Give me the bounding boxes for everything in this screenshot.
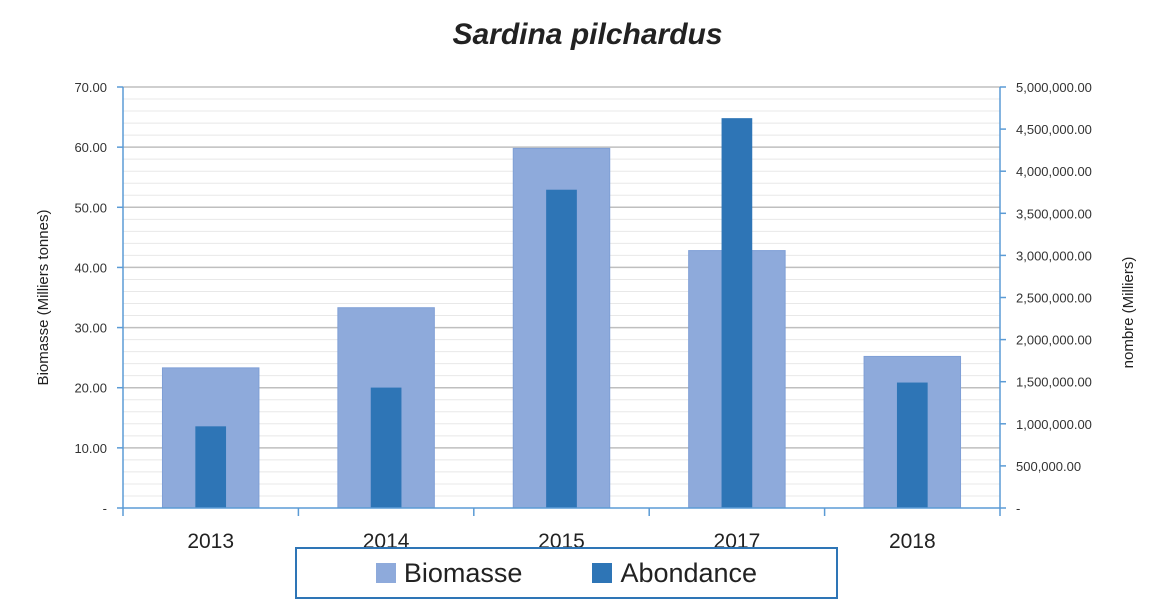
axis-labels: 2013 2014 2015 2017 2018-10.0020.0030.0040.0… <box>35 80 1137 553</box>
axes <box>117 86 1006 516</box>
y-tick-label-left: 60.00 <box>74 140 107 155</box>
y-tick-label-left: 40.00 <box>74 260 107 275</box>
legend-item-biomasse: Biomasse <box>375 557 523 589</box>
legend-label-biomasse: Biomasse <box>403 557 523 588</box>
bar-abondance <box>195 426 227 508</box>
chart-title: Sardina pilchardus <box>452 18 723 51</box>
y-tick-label-right: 1,000,000.00 <box>1016 417 1092 432</box>
y-tick-label-right: 3,000,000.00 <box>1016 248 1092 263</box>
y-tick-label-left: 30.00 <box>74 321 107 336</box>
y-tick-label-right: 500,000.00 <box>1016 459 1081 474</box>
bar-abondance <box>721 118 753 509</box>
y-tick-label-right: - <box>1016 501 1020 516</box>
bar-abondance <box>546 189 577 508</box>
y-tick-label-left: 10.00 <box>74 441 107 456</box>
legend-swatch-abondance <box>592 563 613 583</box>
y-tick-label-right: 4,000,000.00 <box>1016 164 1092 179</box>
y-tick-label-left: - <box>103 501 107 516</box>
legend-item-abondance: Abondance <box>592 558 757 589</box>
y-axis-title-left: Biomasse (Milliers tonnes) <box>35 210 52 386</box>
y-tick-label-right: 3,500,000.00 <box>1016 206 1092 221</box>
y-axis-title-right: nombre (Milliers) <box>1120 257 1137 369</box>
bars <box>161 118 962 509</box>
y-tick-label-left: 50.00 <box>74 200 107 215</box>
y-tick-label-left: 20.00 <box>74 381 107 396</box>
x-tick-label: 2018 <box>889 530 936 553</box>
x-tick-label: 2013 <box>187 530 234 553</box>
y-tick-label-right: 4,500,000.00 <box>1016 122 1092 137</box>
legend-swatch-biomasse <box>375 563 396 583</box>
legend-label-abondance: Abondance <box>620 557 758 588</box>
y-tick-label-right: 5,000,000.00 <box>1016 80 1092 95</box>
y-tick-label-right: 2,000,000.00 <box>1016 333 1092 348</box>
bar-abondance <box>896 382 928 508</box>
y-tick-label-left: 70.00 <box>74 80 107 95</box>
bar-abondance <box>370 387 402 508</box>
legend: Biomasse Abondance <box>295 547 838 599</box>
y-tick-label-right: 2,500,000.00 <box>1016 291 1092 306</box>
y-tick-label-right: 1,500,000.00 <box>1016 375 1092 390</box>
